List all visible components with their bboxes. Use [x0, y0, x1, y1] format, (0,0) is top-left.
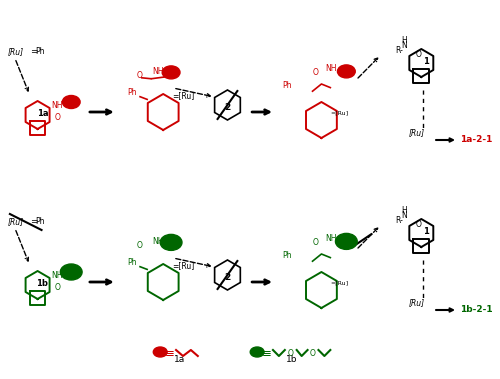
Text: O: O	[416, 220, 422, 229]
Text: ≡: ≡	[165, 346, 175, 360]
Text: N: N	[402, 211, 407, 220]
Text: O: O	[54, 283, 60, 293]
Text: 1b: 1b	[286, 356, 298, 365]
Text: ≡: ≡	[262, 346, 272, 360]
Ellipse shape	[336, 233, 357, 249]
Text: =[Ru]: =[Ru]	[330, 110, 348, 115]
Ellipse shape	[160, 234, 182, 251]
Text: Ph: Ph	[36, 218, 45, 227]
Text: R-: R-	[396, 46, 404, 55]
Text: =[Ru]: =[Ru]	[172, 91, 195, 100]
Text: O: O	[136, 71, 142, 80]
Text: 1a: 1a	[174, 356, 186, 365]
Text: Ph: Ph	[282, 81, 292, 90]
Text: =[Ru]: =[Ru]	[330, 280, 348, 285]
Text: =: =	[30, 47, 37, 56]
Text: O: O	[310, 349, 316, 357]
Text: 1b: 1b	[36, 279, 48, 288]
Text: 1: 1	[423, 227, 429, 235]
Ellipse shape	[60, 264, 82, 280]
Text: NH: NH	[152, 67, 164, 76]
Text: H: H	[402, 36, 407, 45]
Text: 2: 2	[224, 102, 230, 111]
Text: =[Ru]: =[Ru]	[172, 261, 195, 270]
Text: 1b-2-1: 1b-2-1	[460, 305, 492, 314]
Text: H: H	[402, 206, 407, 215]
Text: O: O	[312, 68, 318, 77]
Text: O: O	[54, 113, 60, 122]
Text: [Ru]: [Ru]	[8, 47, 24, 56]
Ellipse shape	[250, 347, 264, 357]
Text: N: N	[402, 41, 407, 50]
Text: NH: NH	[52, 100, 63, 110]
Ellipse shape	[338, 65, 355, 78]
Text: NH: NH	[325, 234, 336, 243]
Text: [Ru]: [Ru]	[408, 128, 424, 137]
Text: NH: NH	[152, 237, 164, 246]
Text: NH: NH	[325, 64, 336, 74]
Text: O: O	[312, 238, 318, 247]
Text: Ph: Ph	[36, 47, 45, 56]
Text: [Ru]: [Ru]	[8, 218, 24, 227]
Text: Ph: Ph	[128, 88, 137, 97]
Ellipse shape	[154, 347, 167, 357]
Text: Ph: Ph	[128, 258, 137, 267]
Text: =: =	[30, 218, 37, 227]
Text: [Ru]: [Ru]	[408, 298, 424, 307]
Text: 1a: 1a	[36, 108, 48, 117]
Text: 1: 1	[423, 56, 429, 66]
Text: O: O	[288, 349, 294, 357]
Text: Ph: Ph	[282, 251, 292, 260]
Text: NH: NH	[52, 271, 63, 279]
Text: 2: 2	[224, 273, 230, 282]
Text: O: O	[416, 50, 422, 59]
Ellipse shape	[162, 66, 180, 79]
Text: 1a-2-1: 1a-2-1	[460, 135, 492, 144]
Text: O: O	[136, 241, 142, 250]
Text: R-: R-	[396, 216, 404, 225]
Ellipse shape	[62, 96, 80, 108]
